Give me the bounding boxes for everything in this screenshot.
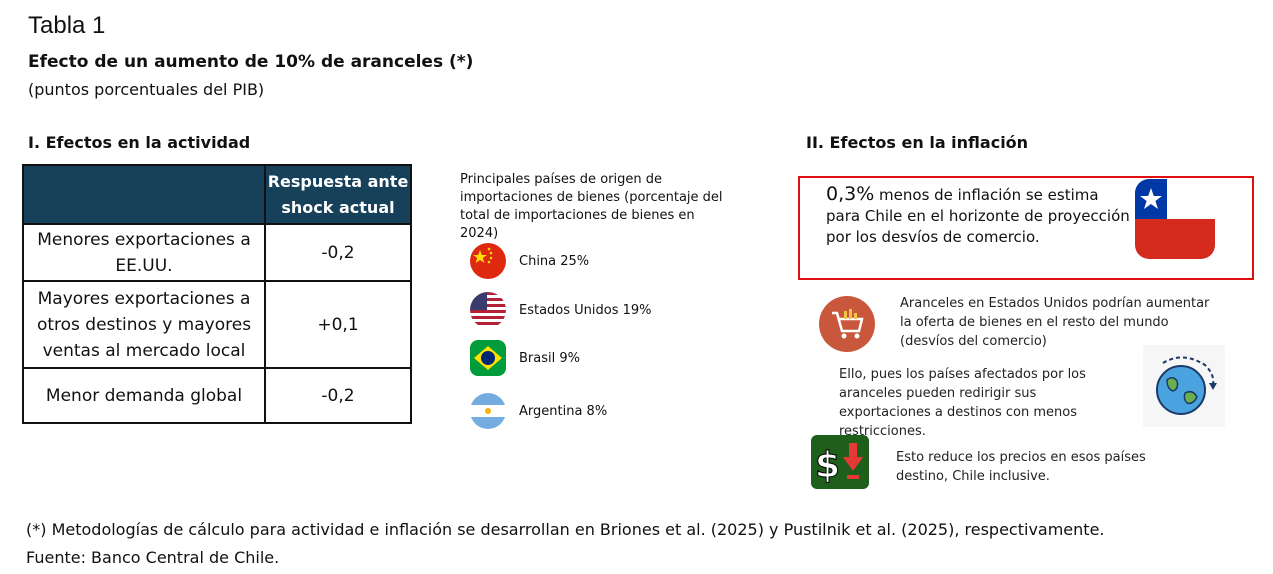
source-note: Fuente: Banco Central de Chile. xyxy=(26,548,280,567)
inflation-note-redirect: Ello, pues los países afectados por los … xyxy=(839,367,1086,439)
page-subtitle: (puntos porcentuales del PIB) xyxy=(28,80,265,99)
svg-text:$: $ xyxy=(815,445,840,486)
table-row: Menor demanda global -0,2 xyxy=(22,367,412,424)
row-label-line: Mayores exportaciones a xyxy=(37,288,251,309)
row-value-cell: -0,2 xyxy=(264,367,412,424)
row-label-line: EE.UU. xyxy=(115,255,173,276)
table-label: Tabla 1 xyxy=(28,12,106,39)
row-value: -0,2 xyxy=(321,242,355,263)
table-header-row: Respuesta ante shock actual xyxy=(22,164,412,225)
table-row: Mayores exportaciones a otros destinos y… xyxy=(22,280,412,369)
activity-section-heading: I. Efectos en la actividad xyxy=(28,133,251,152)
inflation-section-heading: II. Efectos en la inflación xyxy=(806,133,1029,152)
page-title: Efecto de un aumento de 10% de aranceles… xyxy=(28,52,474,72)
row-label-line: Menores exportaciones a xyxy=(37,229,251,250)
footnote: (*) Metodologías de cálculo para activid… xyxy=(26,520,1105,539)
country-item-brazil: Brasil 9% xyxy=(470,340,580,376)
row-value: -0,2 xyxy=(321,385,355,406)
row-label-cell: Menores exportaciones a EE.UU. xyxy=(22,223,266,282)
table-row: Menores exportaciones a EE.UU. -0,2 xyxy=(22,223,412,282)
inflation-note-price-reduction: Esto reduce los precios en esos países d… xyxy=(896,450,1146,484)
country-item-argentina: Argentina 8% xyxy=(470,393,607,429)
row-value-cell: -0,2 xyxy=(264,223,412,282)
inflation-note-trade-diversion: Aranceles en Estados Unidos podrían aume… xyxy=(900,296,1210,349)
chile-flag-icon xyxy=(1135,179,1215,259)
row-label-cell: Mayores exportaciones a otros destinos y… xyxy=(22,280,266,369)
brazil-flag-icon xyxy=(470,340,506,376)
table-header-cell: Respuesta ante shock actual xyxy=(264,164,412,225)
inflation-highlight-value: 0,3% xyxy=(826,183,875,205)
inflation-highlight-rest: menos de inflación se estima para Chile … xyxy=(826,186,1130,246)
caption-line: total de importaciones de bienes en xyxy=(460,208,695,223)
column-header-line: shock actual xyxy=(281,197,395,217)
dollar-down-icon: $ xyxy=(811,435,869,489)
shopping-cart-icon xyxy=(819,296,875,352)
row-value: +0,1 xyxy=(317,314,359,335)
argentina-flag-icon xyxy=(470,393,506,429)
row-label-line: Menor demanda global xyxy=(45,385,243,406)
country-label: Estados Unidos 19% xyxy=(519,302,652,318)
globe-icon xyxy=(1143,345,1225,427)
imports-caption: Principales países de origen de importac… xyxy=(460,171,750,243)
column-header-line: Respuesta ante xyxy=(267,171,409,191)
caption-line: Principales países de origen de xyxy=(460,172,662,187)
activity-table: Respuesta ante shock actual Menores expo… xyxy=(22,164,412,424)
china-flag-icon xyxy=(470,243,506,279)
table-header-empty-cell xyxy=(22,164,266,225)
inflation-highlight-text: 0,3% menos de inflación se estima para C… xyxy=(826,184,1132,248)
caption-line: importaciones de bienes (porcentaje del xyxy=(460,190,723,205)
row-label-line: ventas al mercado local xyxy=(42,340,246,361)
country-label: Brasil 9% xyxy=(519,350,580,366)
country-label: Argentina 8% xyxy=(519,403,608,419)
row-label-cell: Menor demanda global xyxy=(22,367,266,424)
country-item-china: China 25% xyxy=(470,243,589,279)
inflation-highlight-box xyxy=(798,176,1254,280)
country-label: China 25% xyxy=(519,253,590,269)
row-label-line: otros destinos y mayores xyxy=(36,314,252,335)
usa-flag-icon xyxy=(470,292,506,328)
caption-line: 2024) xyxy=(460,226,499,241)
country-item-usa: Estados Unidos 19% xyxy=(470,292,652,328)
row-value-cell: +0,1 xyxy=(264,280,412,369)
